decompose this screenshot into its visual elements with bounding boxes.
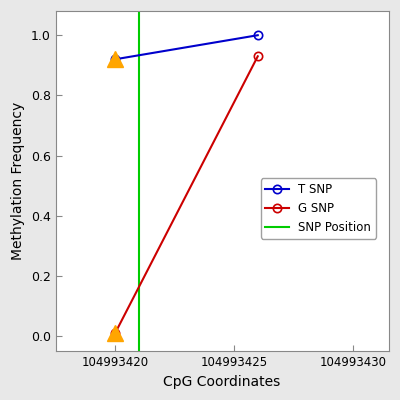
T SNP <box>255 33 260 38</box>
Y-axis label: Methylation Frequency: Methylation Frequency <box>11 102 25 260</box>
Line: T SNP: T SNP <box>111 31 262 64</box>
X-axis label: CpG Coordinates: CpG Coordinates <box>164 375 281 389</box>
T SNP <box>113 57 118 62</box>
Legend: T SNP, G SNP, SNP Position: T SNP, G SNP, SNP Position <box>261 178 376 239</box>
